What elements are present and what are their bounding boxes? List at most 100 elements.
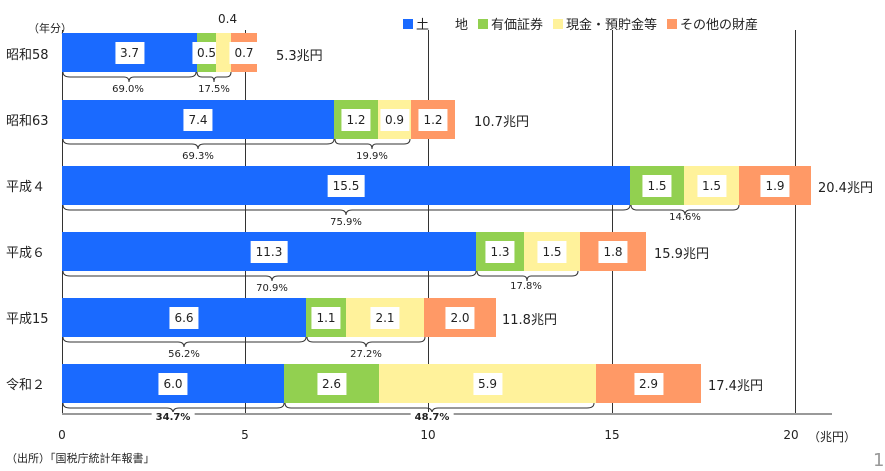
seg-other: 2.9 xyxy=(596,364,701,403)
seg-land: 11.3 xyxy=(62,232,476,271)
brace-icon xyxy=(62,72,232,82)
brace-icon xyxy=(62,139,411,149)
row-label-s63: 昭和63 xyxy=(6,114,49,129)
pct-land-h4: 75.9% xyxy=(330,217,362,228)
seg-cash: 2.1 xyxy=(346,298,424,337)
pct-other-h15: 27.2% xyxy=(350,349,382,360)
pct-other-h6: 17.8% xyxy=(510,281,542,292)
seg-other: 1.8 xyxy=(580,232,646,271)
value-label: 1.1 xyxy=(311,306,341,329)
bar-h15: 6.6 1.1 2.1 2.0 xyxy=(62,298,496,337)
value-label: 1.5 xyxy=(642,174,672,197)
seg-cash: 5.9 xyxy=(379,364,596,403)
bar-h4: 15.5 1.5 1.5 1.9 xyxy=(62,166,811,205)
chart-legend: 土 地 有価証券 現金・預貯金等 その他の財産 xyxy=(403,14,758,33)
total-s58: 5.3兆円 xyxy=(276,49,323,64)
pct-land-h15: 56.2% xyxy=(168,349,200,360)
brace-icon xyxy=(62,403,595,413)
value-label: 0.7 xyxy=(229,41,259,64)
seg-securities: 1.2 xyxy=(334,100,378,139)
legend-swatch-securities xyxy=(478,18,489,29)
seg-land: 15.5 xyxy=(62,166,630,205)
seg-cash xyxy=(216,33,231,72)
row-label-h6: 平成６ xyxy=(6,246,46,261)
value-label: 11.3 xyxy=(250,240,288,263)
x-tick-10: 10 xyxy=(420,428,436,442)
value-label: 0.9 xyxy=(379,108,410,131)
total-s63: 10.7兆円 xyxy=(474,115,529,130)
value-label: 1.8 xyxy=(598,240,628,263)
bar-r2: 6.0 2.6 5.9 2.9 xyxy=(62,364,701,403)
pct-land-r2: 34.7% xyxy=(151,412,195,423)
seg-securities: 1.1 xyxy=(306,298,346,337)
legend-swatch-land xyxy=(403,18,413,29)
value-label: 2.6 xyxy=(316,372,347,395)
value-label: 2.9 xyxy=(633,372,664,395)
x-tick-20: 20 xyxy=(783,428,799,442)
seg-other: 1.2 xyxy=(411,100,455,139)
seg-cash: 0.9 xyxy=(378,100,411,139)
cash-value-note: 0.4 xyxy=(218,12,238,26)
total-h15: 11.8兆円 xyxy=(502,313,557,328)
value-label: 5.9 xyxy=(472,372,503,395)
bar-s58: 3.7 0.5 0.7 xyxy=(62,33,259,72)
seg-other: 2.0 xyxy=(424,298,496,337)
pct-other-r2: 48.7% xyxy=(410,412,454,423)
seg-securities: 0.5 xyxy=(191,33,222,72)
legend-label-land: 土 地 xyxy=(416,18,469,33)
pct-land-s63: 69.3% xyxy=(182,151,214,162)
brace-icon xyxy=(62,271,579,281)
seg-other: 0.7 xyxy=(229,33,259,72)
pct-other-s63: 19.9% xyxy=(356,151,388,162)
x-tick-5: 5 xyxy=(241,428,249,442)
x-tick-15: 15 xyxy=(604,428,620,442)
value-label: 0.5 xyxy=(191,41,222,64)
bar-h6: 11.3 1.3 1.5 1.8 xyxy=(62,232,646,271)
pct-land-h6: 70.9% xyxy=(256,283,288,294)
y-axis-line xyxy=(62,30,63,413)
legend-swatch-other xyxy=(667,18,678,29)
legend-swatch-cash xyxy=(553,18,564,29)
legend-label-other: その他の財産 xyxy=(680,18,759,33)
seg-securities: 1.5 xyxy=(630,166,684,205)
value-label: 1.5 xyxy=(696,174,727,197)
seg-securities: 1.3 xyxy=(476,232,524,271)
seg-land: 6.6 xyxy=(62,298,306,337)
gridline-5 xyxy=(245,30,246,413)
seg-cash: 1.5 xyxy=(524,232,580,271)
value-label: 7.4 xyxy=(183,108,213,131)
row-label-r2: 令和２ xyxy=(6,378,46,393)
row-label-s58: 昭和58 xyxy=(6,48,49,63)
seg-land: 7.4 xyxy=(62,100,334,139)
gridline-20 xyxy=(795,30,796,413)
seg-land: 6.0 xyxy=(62,364,284,403)
legend-label-securities: 有価証券 xyxy=(491,18,544,33)
brace-icon xyxy=(62,205,740,215)
row-label-h4: 平成４ xyxy=(6,180,46,195)
seg-cash: 1.5 xyxy=(684,166,739,205)
source-note: （出所）「国税庁統計年報書」 xyxy=(6,452,155,465)
legend-label-cash: 現金・預貯金等 xyxy=(566,18,658,33)
value-label: 1.3 xyxy=(485,240,515,263)
brace-icon xyxy=(62,337,426,347)
value-label: 1.9 xyxy=(760,174,790,197)
row-label-h15: 平成15 xyxy=(6,312,49,327)
value-label: 2.0 xyxy=(445,306,475,329)
y-axis-unit: （年分） xyxy=(28,22,72,35)
pct-land-s58: 69.0% xyxy=(112,84,144,95)
seg-land: 3.7 xyxy=(62,33,197,72)
total-h4: 20.4兆円 xyxy=(818,181,873,196)
x-tick-0: 0 xyxy=(58,428,66,442)
total-r2: 17.4兆円 xyxy=(708,379,763,394)
value-label: 3.7 xyxy=(114,41,145,64)
legend-item-securities: 有価証券 xyxy=(478,14,543,33)
value-label: 15.5 xyxy=(327,174,365,197)
seg-other: 1.9 xyxy=(739,166,811,205)
total-h6: 15.9兆円 xyxy=(654,247,709,262)
value-label: 1.2 xyxy=(418,108,448,131)
value-label: 1.2 xyxy=(341,108,371,131)
pct-other-s58: 17.5% xyxy=(198,84,230,95)
value-label: 6.6 xyxy=(169,306,199,329)
seg-securities: 2.6 xyxy=(284,364,379,403)
legend-item-other: その他の財産 xyxy=(667,14,758,33)
